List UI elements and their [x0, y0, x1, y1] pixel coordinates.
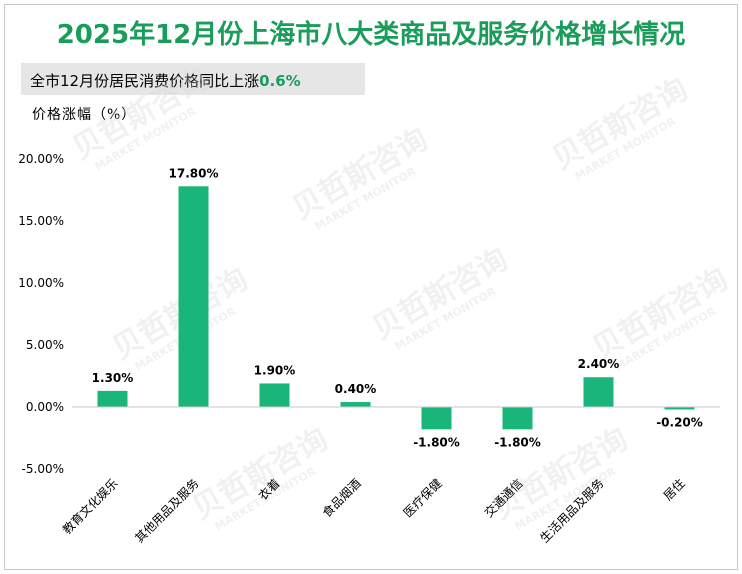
bar: [97, 390, 128, 407]
x-tick-label: 教育文化娱乐: [59, 476, 121, 538]
chart-frame: [4, 4, 738, 570]
y-axis-unit-label: 价格涨幅（%）: [32, 107, 137, 123]
x-axis: 教育文化娱乐 其他用品及服务 衣着 食品烟酒 医疗保健 交通通信 生活用品及服务 居住: [59, 406, 720, 546]
subtitle-box: [21, 63, 365, 95]
data-label: 1.90%: [254, 363, 296, 377]
y-tick-label: 5.00%: [26, 338, 64, 352]
bar: [583, 377, 614, 407]
data-label: 2.40%: [578, 357, 620, 371]
bar: [178, 186, 209, 407]
bars: [97, 186, 695, 430]
y-tick-label: 20.00%: [18, 152, 64, 166]
chart-title: 2025年12月份上海市八大类商品及服务价格增长情况: [56, 20, 686, 50]
bar: [421, 407, 452, 430]
y-tick-label: -5.00%: [22, 462, 64, 476]
data-label: 1.30%: [92, 371, 134, 385]
y-axis: 20.00% 15.00% 10.00% 5.00% 0.00% -5.00%: [18, 152, 64, 476]
data-label: 0.40%: [335, 382, 377, 396]
y-tick-label: 15.00%: [18, 214, 64, 228]
data-label: -0.20%: [656, 415, 703, 429]
data-label: -1.80%: [413, 435, 460, 449]
bar: [664, 407, 695, 410]
data-label: -1.80%: [494, 435, 541, 449]
subtitle: 全市12月份居民消费价格同比上涨0.6%: [30, 70, 301, 91]
x-tick-label: 其他用品及服务: [132, 476, 202, 546]
x-tick-label: 居住: [661, 476, 688, 503]
subtitle-prefix: 全市12月份居民消费价格同比上涨: [30, 72, 260, 90]
y-tick-label: 0.00%: [26, 400, 64, 414]
bar: [502, 407, 533, 430]
x-tick-label: 医疗保健: [401, 476, 445, 520]
bar: [340, 402, 371, 407]
data-labels: 1.30% 17.80% 1.90% 0.40% -1.80% -1.80% 2.40% -0…: [92, 166, 703, 449]
y-tick-label: 10.00%: [18, 276, 64, 290]
bar: [259, 383, 290, 407]
subtitle-value: 0.6%: [259, 72, 301, 90]
data-label: 17.80%: [169, 166, 219, 180]
x-tick-label: 食品烟酒: [319, 476, 364, 521]
